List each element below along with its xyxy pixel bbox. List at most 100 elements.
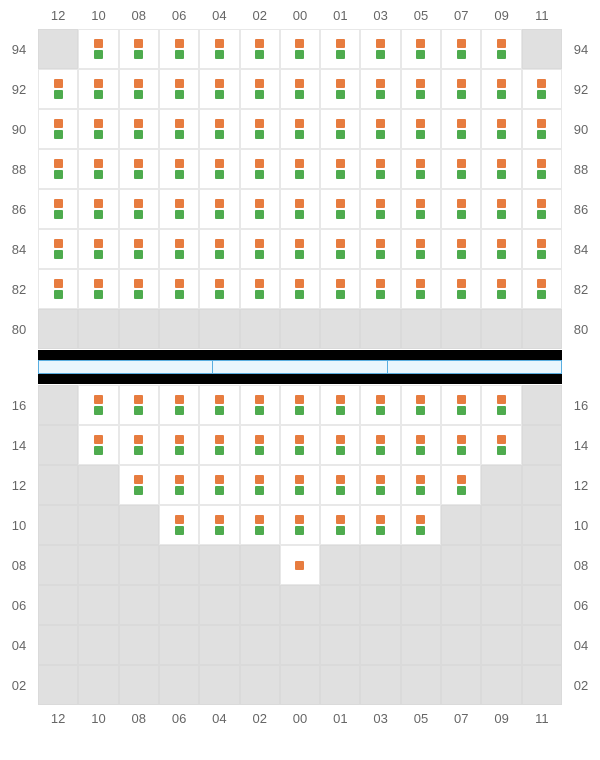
seat-cell[interactable] (481, 189, 521, 229)
seat-cell[interactable] (159, 269, 199, 309)
seat-cell[interactable] (360, 385, 400, 425)
seat-cell[interactable] (38, 269, 78, 309)
seat-cell[interactable] (78, 109, 118, 149)
seat-cell[interactable] (280, 269, 320, 309)
seat-cell[interactable] (119, 109, 159, 149)
seat-cell[interactable] (240, 505, 280, 545)
seat-cell[interactable] (522, 269, 562, 309)
seat-cell[interactable] (360, 229, 400, 269)
seat-cell[interactable] (360, 465, 400, 505)
seat-cell[interactable] (78, 149, 118, 189)
seat-cell[interactable] (280, 69, 320, 109)
seat-cell[interactable] (38, 229, 78, 269)
seat-cell[interactable] (360, 69, 400, 109)
seat-cell[interactable] (401, 69, 441, 109)
seat-cell[interactable] (522, 149, 562, 189)
seat-cell[interactable] (38, 149, 78, 189)
seat-cell[interactable] (401, 269, 441, 309)
seat-cell[interactable] (320, 229, 360, 269)
seat-cell[interactable] (481, 385, 521, 425)
seat-cell[interactable] (280, 505, 320, 545)
seat-cell[interactable] (280, 385, 320, 425)
seat-cell[interactable] (441, 149, 481, 189)
seat-cell[interactable] (441, 29, 481, 69)
seat-cell[interactable] (280, 229, 320, 269)
seat-cell[interactable] (522, 109, 562, 149)
seat-cell[interactable] (481, 425, 521, 465)
seat-cell[interactable] (441, 229, 481, 269)
seat-cell[interactable] (240, 29, 280, 69)
seat-cell[interactable] (320, 465, 360, 505)
seat-cell[interactable] (441, 425, 481, 465)
seat-cell[interactable] (441, 189, 481, 229)
seat-cell[interactable] (78, 189, 118, 229)
seat-cell[interactable] (481, 109, 521, 149)
seat-cell[interactable] (280, 465, 320, 505)
seat-cell[interactable] (159, 109, 199, 149)
seat-cell[interactable] (401, 29, 441, 69)
seat-cell[interactable] (199, 505, 239, 545)
seat-cell[interactable] (240, 269, 280, 309)
seat-cell[interactable] (360, 425, 400, 465)
seat-cell[interactable] (481, 149, 521, 189)
seat-cell[interactable] (240, 189, 280, 229)
seat-cell[interactable] (78, 425, 118, 465)
seat-cell[interactable] (320, 385, 360, 425)
seat-cell[interactable] (481, 229, 521, 269)
seat-cell[interactable] (159, 465, 199, 505)
seat-cell[interactable] (78, 269, 118, 309)
seat-cell[interactable] (78, 229, 118, 269)
seat-cell[interactable] (119, 69, 159, 109)
seat-cell[interactable] (199, 425, 239, 465)
seat-cell[interactable] (240, 425, 280, 465)
seat-cell[interactable] (401, 465, 441, 505)
seat-cell[interactable] (199, 269, 239, 309)
seat-cell[interactable] (199, 465, 239, 505)
seat-cell[interactable] (119, 189, 159, 229)
seat-cell[interactable] (38, 189, 78, 229)
seat-cell[interactable] (360, 269, 400, 309)
seat-cell[interactable] (199, 189, 239, 229)
seat-cell[interactable] (119, 149, 159, 189)
seat-cell[interactable] (401, 505, 441, 545)
seat-cell[interactable] (280, 109, 320, 149)
seat-cell[interactable] (119, 465, 159, 505)
seat-cell[interactable] (441, 269, 481, 309)
seat-cell[interactable] (280, 545, 320, 585)
seat-cell[interactable] (481, 69, 521, 109)
seat-cell[interactable] (481, 269, 521, 309)
seat-cell[interactable] (320, 425, 360, 465)
seat-cell[interactable] (441, 109, 481, 149)
seat-cell[interactable] (119, 425, 159, 465)
seat-cell[interactable] (320, 269, 360, 309)
seat-cell[interactable] (441, 385, 481, 425)
seat-cell[interactable] (320, 505, 360, 545)
seat-cell[interactable] (522, 189, 562, 229)
seat-cell[interactable] (360, 189, 400, 229)
seat-cell[interactable] (199, 29, 239, 69)
seat-cell[interactable] (119, 229, 159, 269)
seat-cell[interactable] (159, 149, 199, 189)
seat-cell[interactable] (401, 189, 441, 229)
seat-cell[interactable] (199, 109, 239, 149)
seat-cell[interactable] (280, 189, 320, 229)
seat-cell[interactable] (360, 149, 400, 189)
seat-cell[interactable] (320, 149, 360, 189)
seat-cell[interactable] (360, 29, 400, 69)
seat-cell[interactable] (522, 69, 562, 109)
seat-cell[interactable] (320, 189, 360, 229)
seat-cell[interactable] (159, 229, 199, 269)
seat-cell[interactable] (280, 29, 320, 69)
seat-cell[interactable] (280, 425, 320, 465)
seat-cell[interactable] (119, 29, 159, 69)
seat-cell[interactable] (159, 385, 199, 425)
seat-cell[interactable] (522, 229, 562, 269)
seat-cell[interactable] (159, 69, 199, 109)
seat-cell[interactable] (78, 69, 118, 109)
seat-cell[interactable] (401, 109, 441, 149)
seat-cell[interactable] (38, 109, 78, 149)
seat-cell[interactable] (78, 385, 118, 425)
seat-cell[interactable] (240, 465, 280, 505)
seat-cell[interactable] (320, 29, 360, 69)
seat-cell[interactable] (78, 29, 118, 69)
